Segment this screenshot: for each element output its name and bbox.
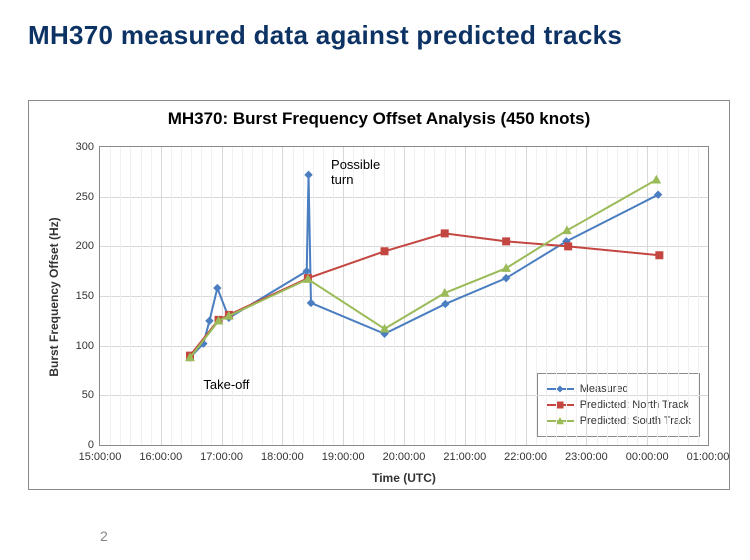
x-tick-label: 15:00:00 — [79, 451, 122, 463]
y-tick-label: 150 — [64, 290, 94, 302]
y-tick-label: 50 — [64, 389, 94, 401]
x-tick-label: 18:00:00 — [261, 451, 304, 463]
x-tick-label: 01:00:00 — [687, 451, 730, 463]
y-tick-label: 300 — [64, 141, 94, 153]
chart-title: MH370: Burst Frequency Offset Analysis (… — [29, 109, 729, 129]
x-tick-label: 23:00:00 — [565, 451, 608, 463]
annotation: Take-off — [203, 377, 249, 392]
y-tick-label: 100 — [64, 340, 94, 352]
plot-area: Burst Frequency Offset (Hz) Time (UTC) M… — [99, 146, 709, 446]
x-tick-label: 16:00:00 — [139, 451, 182, 463]
x-axis-label: Time (UTC) — [372, 471, 436, 485]
x-tick-label: 21:00:00 — [443, 451, 486, 463]
x-tick-label: 22:00:00 — [504, 451, 547, 463]
y-axis-label: Burst Frequency Offset (Hz) — [47, 217, 61, 376]
series-predicted-south-track — [100, 147, 708, 445]
annotation: Possible turn — [331, 157, 380, 187]
y-tick-label: 200 — [64, 240, 94, 252]
chart-container: MH370: Burst Frequency Offset Analysis (… — [28, 100, 730, 490]
page-title: MH370 measured data against predicted tr… — [28, 20, 750, 51]
x-tick-label: 19:00:00 — [322, 451, 365, 463]
x-tick-label: 17:00:00 — [200, 451, 243, 463]
y-tick-label: 250 — [64, 191, 94, 203]
page-number: 2 — [100, 528, 108, 544]
x-tick-label: 00:00:00 — [626, 451, 669, 463]
x-tick-label: 20:00:00 — [383, 451, 426, 463]
y-tick-label: 0 — [64, 439, 94, 451]
